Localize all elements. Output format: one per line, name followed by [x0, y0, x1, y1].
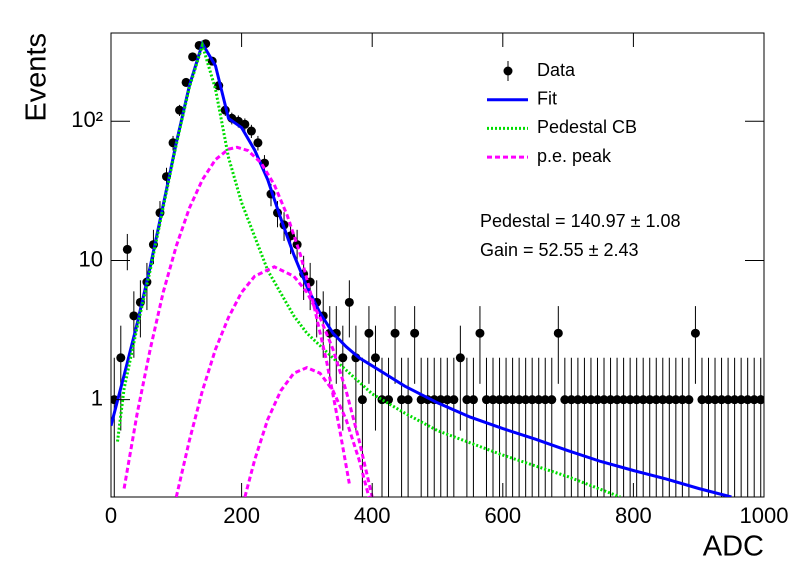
- annotation: Pedestal = 140.97 ± 1.08: [480, 211, 681, 231]
- data-point: [455, 353, 465, 363]
- data-point: [462, 395, 472, 405]
- data-point: [370, 353, 380, 363]
- y-tick-label: 10²: [71, 107, 103, 132]
- data-point: [645, 395, 655, 405]
- y-tick-label: 10: [79, 246, 103, 271]
- data-point: [488, 395, 498, 405]
- data-point: [632, 395, 642, 405]
- curve: [122, 145, 351, 489]
- data-point: [717, 395, 727, 405]
- data-point: [606, 395, 616, 405]
- data-point: [619, 395, 629, 405]
- data-point: [690, 328, 700, 338]
- data-point: [664, 395, 674, 405]
- data-point: [710, 395, 720, 405]
- data-point: [384, 395, 394, 405]
- plot-area: [111, 39, 764, 497]
- data-point: [357, 395, 367, 405]
- data-point: [416, 395, 426, 405]
- data-point: [246, 126, 256, 136]
- data-point: [638, 395, 648, 405]
- x-tick-label: 1000: [740, 503, 789, 528]
- data-point: [651, 395, 661, 405]
- data-point: [253, 138, 263, 148]
- data-point: [188, 52, 198, 62]
- x-tick-label: 200: [223, 503, 260, 528]
- legend-label: Pedestal CB: [537, 117, 637, 137]
- data-point: [723, 395, 733, 405]
- data-point: [612, 395, 622, 405]
- data-point: [586, 395, 596, 405]
- curve: [174, 265, 374, 497]
- data-point: [625, 395, 635, 405]
- data-point: [514, 395, 524, 405]
- x-tick-label: 0: [105, 503, 117, 528]
- data-point: [475, 328, 485, 338]
- data-point: [560, 395, 570, 405]
- data-point: [579, 395, 589, 405]
- data-point: [540, 395, 550, 405]
- data-point: [592, 395, 602, 405]
- data-point: [599, 395, 609, 405]
- data-point: [736, 395, 746, 405]
- data-point: [684, 395, 694, 405]
- data-point: [410, 328, 420, 338]
- data-point: [468, 395, 478, 405]
- data-point: [390, 328, 400, 338]
- legend-label: Data: [537, 60, 576, 80]
- x-tick-label: 800: [615, 503, 652, 528]
- data-point: [397, 395, 407, 405]
- plot-frame: [110, 32, 765, 498]
- data-point: [501, 395, 511, 405]
- data-point: [730, 395, 740, 405]
- data-point: [527, 395, 537, 405]
- data-point: [658, 395, 668, 405]
- data-point: [547, 395, 557, 405]
- legend-label: p.e. peak: [537, 146, 612, 166]
- data-point: [481, 395, 491, 405]
- data-point: [344, 297, 354, 307]
- data-point: [116, 353, 126, 363]
- curve: [243, 365, 371, 497]
- data-point: [703, 395, 713, 405]
- data-point: [495, 395, 505, 405]
- x-tick-label: 600: [484, 503, 521, 528]
- data-point: [697, 395, 707, 405]
- data-point: [677, 395, 687, 405]
- data-point: [338, 353, 348, 363]
- data-point: [129, 311, 139, 321]
- data-point: [449, 395, 459, 405]
- y-axis-title: Events: [21, 33, 53, 122]
- annotation: Gain = 52.55 ± 2.43: [480, 240, 639, 260]
- x-axis-title: ADC: [703, 531, 764, 563]
- data-point: [442, 395, 452, 405]
- x-tick-label: 400: [354, 503, 391, 528]
- y-tick-label: 1: [91, 385, 103, 410]
- data-point: [566, 395, 576, 405]
- data-point: [403, 395, 413, 405]
- legend-marker: [503, 66, 513, 76]
- data-point: [534, 395, 544, 405]
- data-point: [553, 328, 563, 338]
- data-point: [573, 395, 583, 405]
- data-point: [364, 328, 374, 338]
- data-point: [521, 395, 531, 405]
- data-point: [122, 244, 132, 254]
- data-point: [508, 395, 518, 405]
- legend-label: Fit: [537, 88, 557, 108]
- data-point: [671, 395, 681, 405]
